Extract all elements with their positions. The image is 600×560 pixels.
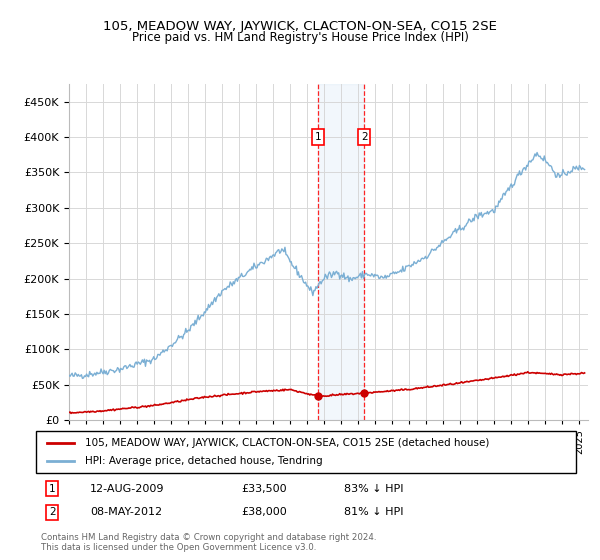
Text: 105, MEADOW WAY, JAYWICK, CLACTON-ON-SEA, CO15 2SE: 105, MEADOW WAY, JAYWICK, CLACTON-ON-SEA… — [103, 20, 497, 32]
FancyBboxPatch shape — [36, 431, 576, 473]
Text: 1: 1 — [314, 132, 321, 142]
Text: 12-AUG-2009: 12-AUG-2009 — [90, 484, 164, 494]
Text: 81% ↓ HPI: 81% ↓ HPI — [344, 507, 403, 517]
Text: £33,500: £33,500 — [241, 484, 287, 494]
Text: 105, MEADOW WAY, JAYWICK, CLACTON-ON-SEA, CO15 2SE (detached house): 105, MEADOW WAY, JAYWICK, CLACTON-ON-SEA… — [85, 438, 489, 448]
Bar — [318, 84, 364, 420]
Text: 83% ↓ HPI: 83% ↓ HPI — [344, 484, 403, 494]
Text: 08-MAY-2012: 08-MAY-2012 — [90, 507, 162, 517]
Text: 2: 2 — [49, 507, 56, 517]
Text: Contains HM Land Registry data © Crown copyright and database right 2024.
This d: Contains HM Land Registry data © Crown c… — [41, 533, 377, 552]
Text: HPI: Average price, detached house, Tendring: HPI: Average price, detached house, Tend… — [85, 456, 322, 466]
Text: 2: 2 — [361, 132, 368, 142]
Text: £38,000: £38,000 — [241, 507, 287, 517]
Text: Price paid vs. HM Land Registry's House Price Index (HPI): Price paid vs. HM Land Registry's House … — [131, 31, 469, 44]
Text: 1: 1 — [49, 484, 56, 494]
